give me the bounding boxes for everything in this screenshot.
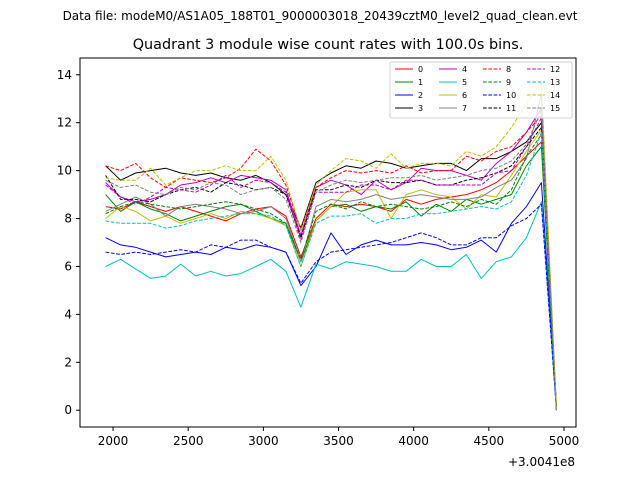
series-line-6: [105, 129, 557, 411]
legend-label-5: 5: [462, 78, 467, 87]
legend-label-4: 4: [462, 65, 467, 74]
y-tick-label: 12: [57, 116, 72, 130]
legend-label-15: 15: [550, 104, 560, 113]
y-tick-label: 14: [57, 68, 72, 82]
series-layer: [105, 81, 557, 411]
series-line-15: [105, 110, 557, 411]
series-line-2: [105, 182, 557, 411]
legend-label-11: 11: [506, 104, 516, 113]
series-line-5: [105, 201, 557, 411]
y-tick-label: 10: [57, 164, 72, 178]
x-tick-label: 2500: [173, 434, 204, 448]
x-tick-label: 3500: [323, 434, 354, 448]
legend-label-8: 8: [506, 65, 511, 74]
series-line-8: [105, 115, 557, 411]
suptitle: Data file: modeM0/AS1A05_188T01_90000030…: [63, 9, 578, 23]
series-line-7: [105, 93, 557, 411]
x-tick-label: 4500: [474, 434, 505, 448]
x-tick-label: 2000: [98, 434, 129, 448]
legend-label-0: 0: [418, 65, 423, 74]
y-tick-label: 2: [64, 355, 72, 369]
series-line-12: [105, 117, 557, 411]
series-line-3: [105, 122, 557, 411]
legend-label-7: 7: [462, 104, 467, 113]
legend-label-14: 14: [550, 91, 560, 100]
x-tick-label: 3000: [248, 434, 279, 448]
series-line-14: [105, 81, 557, 411]
legend-label-9: 9: [506, 78, 511, 87]
series-line-9: [105, 134, 557, 411]
legend-label-13: 13: [550, 78, 560, 87]
y-axis: 0 2 4 6 8 10 12 14: [57, 68, 80, 417]
y-tick-label: 4: [64, 307, 72, 321]
y-tick-label: 8: [64, 212, 72, 226]
y-tick-label: 6: [64, 259, 72, 273]
legend-label-6: 6: [462, 91, 467, 100]
plot-frame: [79, 57, 577, 428]
legend-label-10: 10: [506, 91, 516, 100]
legend-label-12: 12: [550, 65, 560, 74]
x-offset-label: +3.0041e8: [508, 455, 575, 469]
legend-label-3: 3: [418, 104, 423, 113]
chart-title: Quadrant 3 module wise count rates with …: [133, 37, 524, 53]
legend-label-1: 1: [418, 78, 423, 87]
legend-label-2: 2: [418, 91, 423, 100]
y-tick-label: 0: [64, 403, 72, 417]
series-line-4: [105, 107, 557, 411]
legend-box: [389, 61, 573, 119]
x-axis: 2000 2500 3000 3500 4000 4500 5000: [98, 427, 579, 448]
series-line-10: [105, 203, 557, 411]
x-tick-label: 4000: [398, 434, 429, 448]
x-tick-label: 5000: [549, 434, 580, 448]
series-line-13: [105, 131, 557, 411]
